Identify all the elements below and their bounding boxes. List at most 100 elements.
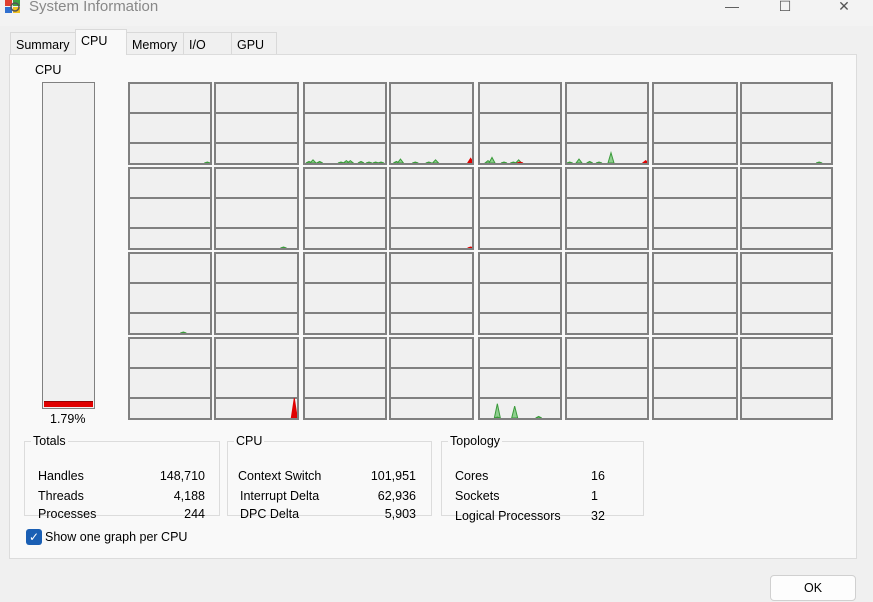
graph-gridline (480, 282, 560, 284)
cpu-usage-fill (44, 401, 93, 407)
stat-label: Handles (38, 469, 84, 483)
user-usage-spike (488, 156, 496, 163)
cpu-graph-20 (478, 252, 562, 335)
user-usage-spike (357, 160, 365, 163)
cpu-graph-21 (565, 252, 649, 335)
stat-label: Logical Processors (455, 509, 561, 523)
tab-gpu[interactable]: GPU (231, 32, 277, 54)
cpu-graph-28 (478, 337, 562, 420)
graph-gridline (216, 112, 297, 114)
stat-row: Logical Processors 32 (442, 509, 643, 527)
user-usage-spike (510, 161, 517, 163)
tab-memory[interactable]: Memory (126, 32, 184, 54)
graph-gridline (480, 227, 560, 229)
cpu-graph-2 (303, 82, 387, 165)
user-usage-spike (535, 415, 542, 418)
graph-gridline (567, 197, 647, 199)
cpu-graph-11 (389, 167, 474, 250)
graph-gridline (305, 142, 385, 144)
cpu-graph-14 (652, 167, 738, 250)
cpu-graph-17 (214, 252, 299, 335)
kernel-usage-spike (516, 161, 524, 163)
maximize-icon: ☐ (778, 0, 792, 14)
user-usage-spike (309, 159, 317, 163)
graph-gridline (567, 142, 647, 144)
cpu-stats-title: CPU (236, 434, 263, 448)
graph-gridline (130, 367, 210, 369)
graph-gridline (654, 282, 736, 284)
stat-row: Processes 244 (25, 507, 219, 525)
cpu-graph-5 (565, 82, 649, 165)
cpu-graph-30 (652, 337, 738, 420)
user-usage-spike (586, 160, 593, 163)
cpu-usage-percent: 1.79% (50, 412, 86, 426)
graph-gridline (130, 142, 210, 144)
user-usage-spike (431, 159, 440, 163)
stat-label: DPC Delta (240, 507, 300, 521)
kernel-usage-spike (290, 398, 297, 418)
graph-gridline (654, 227, 736, 229)
cpu-graph-15 (740, 167, 833, 250)
stat-value: 1 (591, 489, 598, 503)
cpu-graph-27 (389, 337, 474, 420)
graph-gridline (305, 312, 385, 314)
cpu-graph-4 (478, 82, 562, 165)
ok-button[interactable]: OK (770, 575, 856, 601)
graph-gridline (391, 367, 472, 369)
cpu-graph-16 (128, 252, 212, 335)
graph-gridline (216, 312, 297, 314)
topology-group: Topology Cores 16 Sockets 1 Logical Processo… (441, 434, 644, 523)
close-button[interactable]: ✕ (821, 0, 867, 14)
maximize-button[interactable]: ☐ (762, 0, 808, 14)
graph-gridline (130, 112, 210, 114)
minimize-button[interactable]: — (709, 0, 755, 14)
graph-gridline (480, 397, 560, 399)
show-one-graph-label[interactable]: Show one graph per CPU (45, 530, 188, 544)
cpu-graph-25 (214, 337, 299, 420)
cpu-graph-3 (389, 82, 474, 165)
cpu-usage-meter (42, 82, 95, 409)
window-title: System Information (29, 0, 159, 15)
user-usage-spike (425, 161, 432, 163)
stat-row: Context Switch 101,951 (228, 469, 431, 487)
stat-label: Interrupt Delta (240, 489, 320, 503)
show-one-graph-checkbox[interactable]: ✓ (26, 529, 42, 545)
title-bar: System Information — ☐ ✕ (0, 0, 873, 26)
cpu-graph-29 (565, 337, 649, 420)
graph-gridline (654, 367, 736, 369)
user-usage-spike (500, 161, 508, 163)
user-usage-spike (595, 161, 603, 163)
graph-gridline (567, 367, 647, 369)
cpu-graph-8 (128, 167, 212, 250)
cpu-graph-10 (303, 167, 387, 250)
stat-label: Sockets (455, 489, 500, 503)
stat-row: Cores 16 (442, 469, 643, 487)
graph-gridline (305, 397, 385, 399)
tab-io[interactable]: I/O (183, 32, 232, 54)
stat-label: Context Switch (238, 469, 322, 483)
app-icon (5, 0, 20, 13)
close-icon: ✕ (838, 0, 850, 14)
graph-gridline (305, 367, 385, 369)
graph-gridline (567, 397, 647, 399)
stat-label: Threads (38, 489, 84, 503)
graph-gridline (654, 142, 736, 144)
graph-gridline (130, 282, 210, 284)
cpu-graph-26 (303, 337, 387, 420)
cpu-graph-0 (128, 82, 212, 165)
user-usage-spike (316, 160, 323, 163)
graph-gridline (480, 142, 560, 144)
user-usage-spike (396, 158, 405, 163)
stat-value: 4,188 (173, 489, 205, 503)
cpu-graph-18 (303, 252, 387, 335)
graph-gridline (391, 142, 472, 144)
graph-gridline (567, 282, 647, 284)
graph-gridline (742, 142, 831, 144)
user-usage-spike (511, 406, 519, 418)
graph-gridline (216, 282, 297, 284)
tab-cpu[interactable]: CPU (75, 29, 127, 55)
graph-gridline (567, 112, 647, 114)
tab-summary[interactable]: Summary (10, 32, 76, 54)
cpu-graph-12 (478, 167, 562, 250)
stat-value: 62,936 (377, 489, 416, 503)
